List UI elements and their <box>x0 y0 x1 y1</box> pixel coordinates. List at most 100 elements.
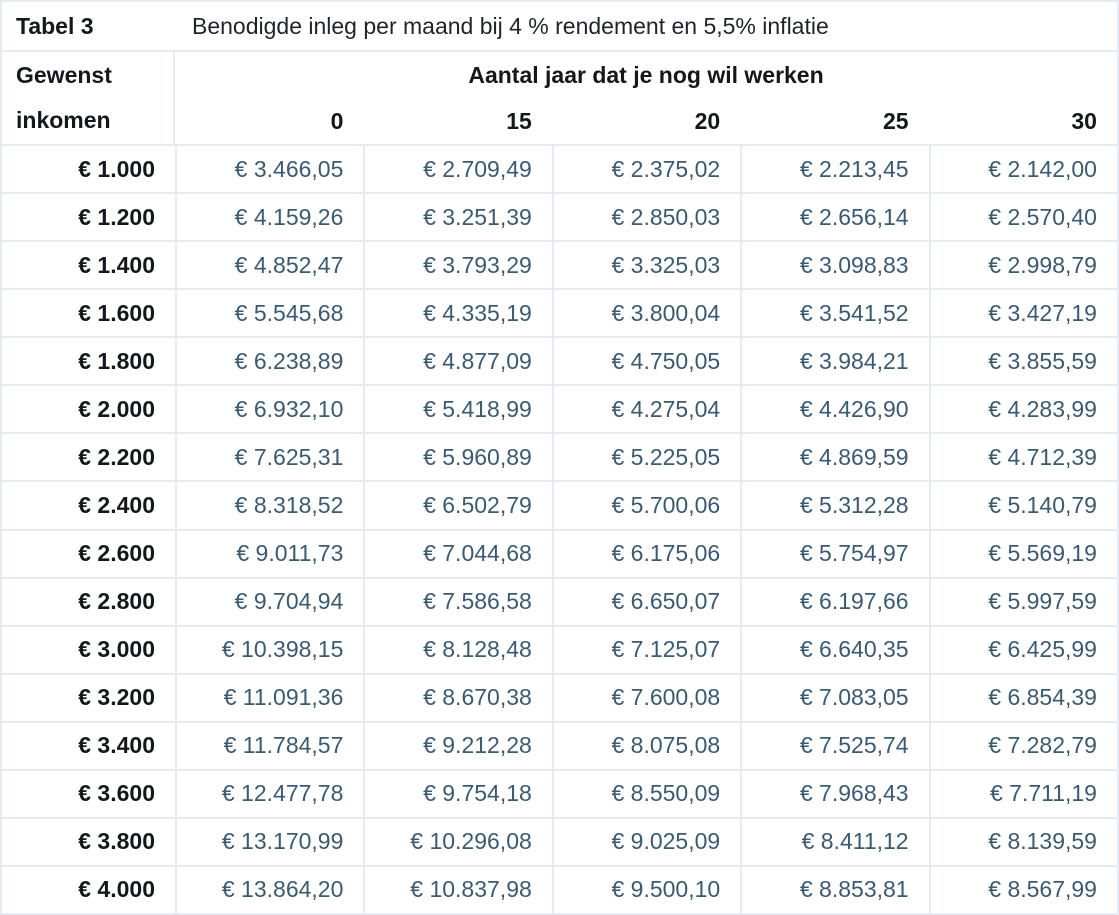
value-cell: € 8.318,52 <box>175 482 363 529</box>
value-cell: € 6.640,35 <box>740 626 928 673</box>
value-cell: € 4.712,39 <box>928 434 1117 481</box>
column-header-0: 0 <box>330 107 344 134</box>
value-cell: € 4.426,90 <box>740 386 928 433</box>
column-header-15: 15 <box>506 107 532 134</box>
income-cell: € 1.600 <box>78 299 155 326</box>
value-cell: € 3.251,39 <box>363 194 551 241</box>
value-cell: € 5.569,19 <box>928 530 1117 577</box>
column-header-30: 30 <box>1071 107 1097 134</box>
income-cell: € 2.400 <box>78 491 155 518</box>
value-cell: € 7.711,19 <box>928 770 1117 817</box>
table-row: € 3.000 € 10.398,15 € 8.128,48 € 7.125,0… <box>2 624 1117 673</box>
table-body: € 1.000 € 3.466,05 € 2.709,49 € 2.375,02… <box>2 144 1117 913</box>
row-header-line1: Gewenst <box>16 62 112 88</box>
value-cell: € 2.998,79 <box>928 242 1117 289</box>
value-cell: € 8.853,81 <box>740 866 928 913</box>
value-cell: € 7.586,58 <box>363 578 551 625</box>
income-cell: € 1.800 <box>78 347 155 374</box>
value-cell: € 4.335,19 <box>363 290 551 337</box>
row-header-line2: inkomen <box>16 107 111 133</box>
income-cell: € 1.000 <box>78 155 155 182</box>
table-row: € 2.600 € 9.011,73 € 7.044,68 € 6.175,06… <box>2 528 1117 577</box>
value-cell: € 7.625,31 <box>175 434 363 481</box>
value-cell: € 3.427,19 <box>928 290 1117 337</box>
value-cell: € 4.750,05 <box>551 338 740 385</box>
value-cell: € 3.855,59 <box>928 338 1117 385</box>
column-header-20: 20 <box>694 107 721 134</box>
table-row: € 3.200 € 11.091,36 € 8.670,38 € 7.600,0… <box>2 672 1117 721</box>
income-cell: € 1.200 <box>78 203 155 230</box>
value-cell: € 13.864,20 <box>175 866 363 913</box>
value-cell: € 2.142,00 <box>928 146 1117 193</box>
income-cell: € 3.800 <box>78 828 155 855</box>
value-cell: € 9.212,28 <box>363 722 551 769</box>
income-cell: € 3.000 <box>78 636 155 663</box>
value-cell: € 3.541,52 <box>740 290 928 337</box>
value-cell: € 7.083,05 <box>740 674 928 721</box>
income-cell: € 2.200 <box>78 443 155 470</box>
table-row: € 1.400 € 4.852,47 € 3.793,29 € 3.325,03… <box>2 240 1117 289</box>
income-cell: € 3.600 <box>78 780 155 807</box>
value-cell: € 4.877,09 <box>363 338 551 385</box>
table-row: € 3.800 € 13.170,99 € 10.296,08 € 9.025,… <box>2 816 1117 865</box>
value-cell: € 2.375,02 <box>551 146 740 193</box>
table-title-row: Tabel 3 Benodigde inleg per maand bij 4 … <box>2 2 1117 50</box>
income-cell: € 3.200 <box>78 684 155 711</box>
value-cell: € 3.466,05 <box>175 146 363 193</box>
table-number-label: Tabel 3 <box>16 12 94 39</box>
value-cell: € 2.570,40 <box>928 194 1117 241</box>
table-row: € 2.200 € 7.625,31 € 5.960,89 € 5.225,05… <box>2 432 1117 481</box>
value-cell: € 6.650,07 <box>551 578 740 625</box>
table-row: € 1.600 € 5.545,68 € 4.335,19 € 3.800,04… <box>2 288 1117 337</box>
value-cell: € 9.011,73 <box>175 530 363 577</box>
value-cell: € 6.425,99 <box>928 626 1117 673</box>
value-cell: € 3.793,29 <box>363 242 551 289</box>
value-cell: € 8.411,12 <box>740 818 928 865</box>
value-cell: € 2.709,49 <box>363 146 551 193</box>
value-cell: € 4.159,26 <box>175 194 363 241</box>
table-row: € 3.600 € 12.477,78 € 9.754,18 € 8.550,0… <box>2 768 1117 817</box>
income-cell: € 2.600 <box>78 540 155 567</box>
table-title: Benodigde inleg per maand bij 4 % rendem… <box>192 12 829 39</box>
table-row: € 1.000 € 3.466,05 € 2.709,49 € 2.375,02… <box>2 144 1117 193</box>
value-cell: € 6.238,89 <box>175 338 363 385</box>
value-cell: € 8.550,09 <box>551 770 740 817</box>
value-cell: € 6.502,79 <box>363 482 551 529</box>
value-cell: € 3.098,83 <box>740 242 928 289</box>
value-cell: € 7.282,79 <box>928 722 1117 769</box>
value-cell: € 6.932,10 <box>175 386 363 433</box>
value-cell: € 9.500,10 <box>551 866 740 913</box>
value-cell: € 12.477,78 <box>175 770 363 817</box>
value-cell: € 5.545,68 <box>175 290 363 337</box>
value-cell: € 8.139,59 <box>928 818 1117 865</box>
value-cell: € 7.968,43 <box>740 770 928 817</box>
value-cell: € 5.225,05 <box>551 434 740 481</box>
value-cell: € 11.784,57 <box>175 722 363 769</box>
value-cell: € 7.044,68 <box>363 530 551 577</box>
table-row: € 1.200 € 4.159,26 € 3.251,39 € 2.850,03… <box>2 192 1117 241</box>
value-cell: € 10.398,15 <box>175 626 363 673</box>
value-cell: € 4.275,04 <box>551 386 740 433</box>
value-cell: € 3.325,03 <box>551 242 740 289</box>
value-cell: € 5.997,59 <box>928 578 1117 625</box>
value-cell: € 2.213,45 <box>740 146 928 193</box>
value-cell: € 10.837,98 <box>363 866 551 913</box>
table-row: € 1.800 € 6.238,89 € 4.877,09 € 4.750,05… <box>2 336 1117 385</box>
value-cell: € 7.600,08 <box>551 674 740 721</box>
value-cell: € 8.075,08 <box>551 722 740 769</box>
value-cell: € 2.850,03 <box>551 194 740 241</box>
value-cell: € 9.704,94 <box>175 578 363 625</box>
value-cell: € 5.754,97 <box>740 530 928 577</box>
value-cell: € 6.197,66 <box>740 578 928 625</box>
value-cell: € 8.128,48 <box>363 626 551 673</box>
value-cell: € 5.960,89 <box>363 434 551 481</box>
income-cell: € 2.000 <box>78 395 155 422</box>
value-cell: € 8.670,38 <box>363 674 551 721</box>
row-header-cell: Gewenst inkomen <box>2 52 175 144</box>
value-cell: € 9.025,09 <box>551 818 740 865</box>
value-cell: € 3.800,04 <box>551 290 740 337</box>
value-cell: € 7.125,07 <box>551 626 740 673</box>
table-header: Gewenst inkomen Aantal jaar dat je nog w… <box>2 50 1117 144</box>
value-cell: € 4.283,99 <box>928 386 1117 433</box>
